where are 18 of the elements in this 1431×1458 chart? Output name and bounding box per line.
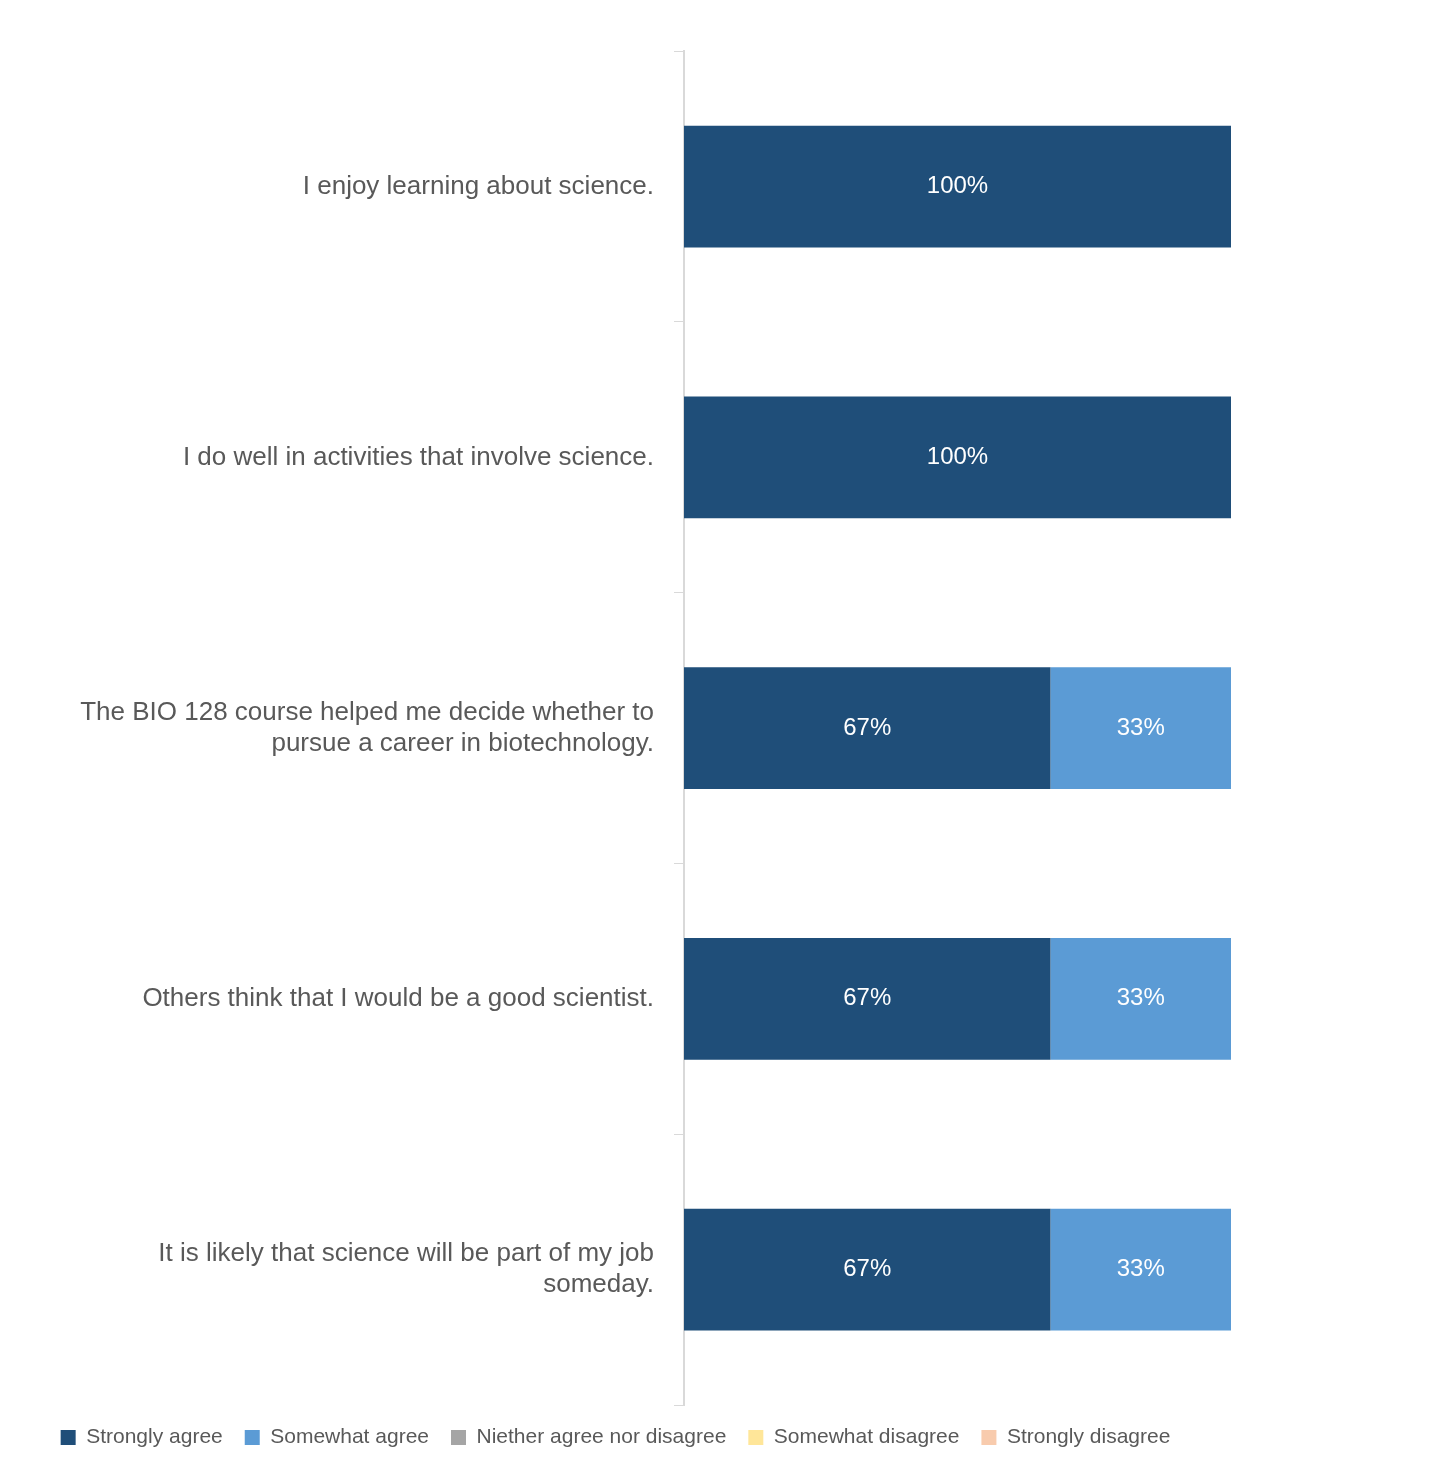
data-label: 67% [843, 712, 892, 740]
legend-label: Niether agree nor disagree [476, 1424, 727, 1448]
data-label: 33% [1116, 1254, 1165, 1282]
data-label: 100% [926, 171, 989, 199]
legend-label: Somewhat agree [270, 1424, 429, 1448]
y-tick-label: I enjoy learning about science. [302, 169, 654, 200]
legend-label: Strongly agree [86, 1424, 223, 1448]
data-label: 100% [926, 441, 989, 469]
data-label: 67% [843, 983, 892, 1011]
data-label: 33% [1116, 712, 1165, 740]
legend-label: Somewhat disagree [773, 1424, 960, 1448]
data-label: 67% [843, 1254, 892, 1282]
y-tick-label: It is likely that science will be part of my job someday. [158, 1237, 654, 1299]
y-tick-label: I do well in activities that involve science. [182, 440, 654, 471]
y-tick-label: Others think that I would be a good scientist. [142, 982, 654, 1013]
y-tick-label: The BIO 128 course helped me decide whether to pursue a career in biotechnology. [80, 695, 654, 757]
legend-label: Strongly disagree [1006, 1424, 1171, 1448]
data-label: 33% [1116, 983, 1165, 1011]
